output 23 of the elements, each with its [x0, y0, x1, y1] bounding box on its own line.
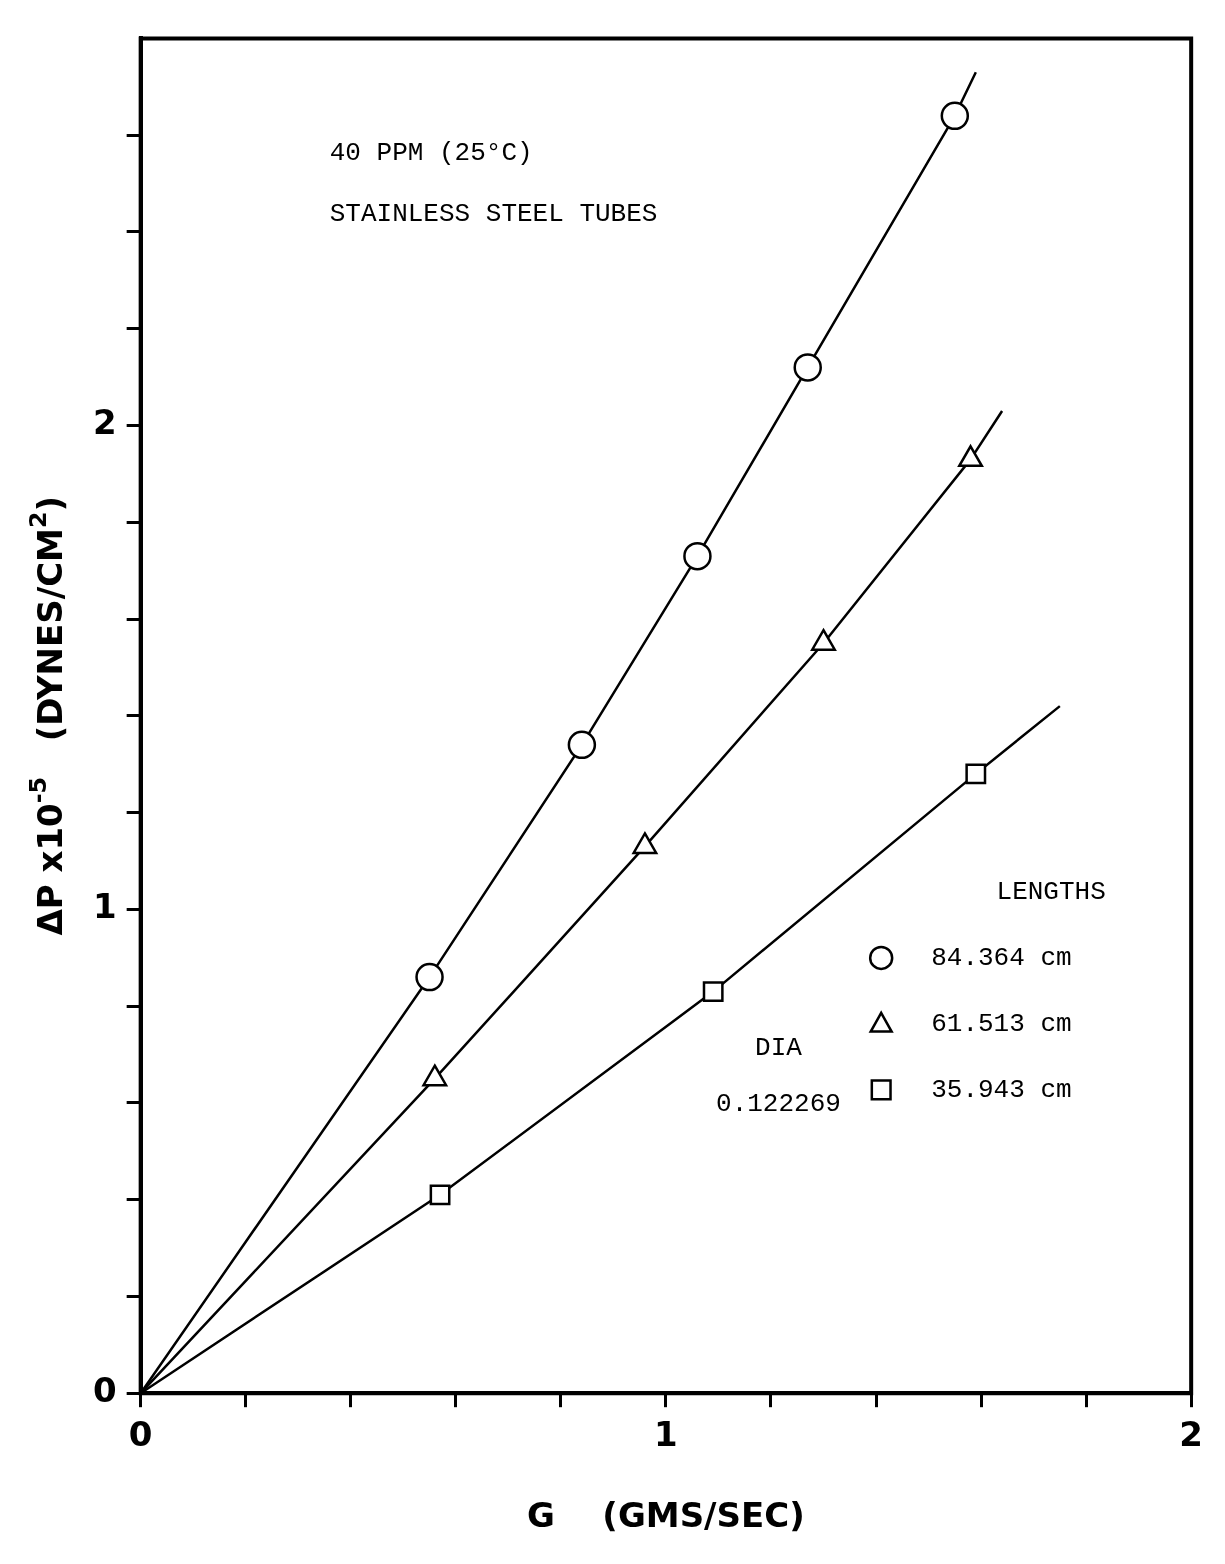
annotation: DIA 0.122269: [716, 1032, 841, 1119]
legend-label: 35.943 cm: [931, 1074, 1072, 1105]
x-tick-label: 1: [654, 1414, 678, 1455]
point: [683, 541, 712, 571]
legend-label: 61.513 cm: [931, 1008, 1072, 1039]
legend-title: LENGTHS: [996, 876, 1106, 907]
point: [702, 981, 724, 1003]
y-tick-label: 1: [92, 886, 117, 927]
y-tick-label: 2: [92, 402, 117, 443]
text: ΔP x10-5 (DYNES/CM2): [23, 495, 70, 936]
annotation: STAINLESS STEEL TUBES: [329, 199, 658, 230]
x-axis-title: G (GMS/SEC): [527, 1494, 805, 1535]
point: [429, 1184, 451, 1206]
point: [415, 962, 444, 992]
point: [567, 730, 597, 760]
point: [940, 101, 970, 131]
point: [793, 353, 822, 382]
x-tick-label: 2: [1179, 1414, 1204, 1455]
point: [965, 763, 987, 785]
y-tick-label: 0: [92, 1370, 117, 1411]
legend-label: 84.364 cm: [931, 942, 1072, 973]
x-tick-label: 0: [128, 1414, 153, 1455]
annotation: 40 PPM (25°C): [329, 138, 533, 169]
